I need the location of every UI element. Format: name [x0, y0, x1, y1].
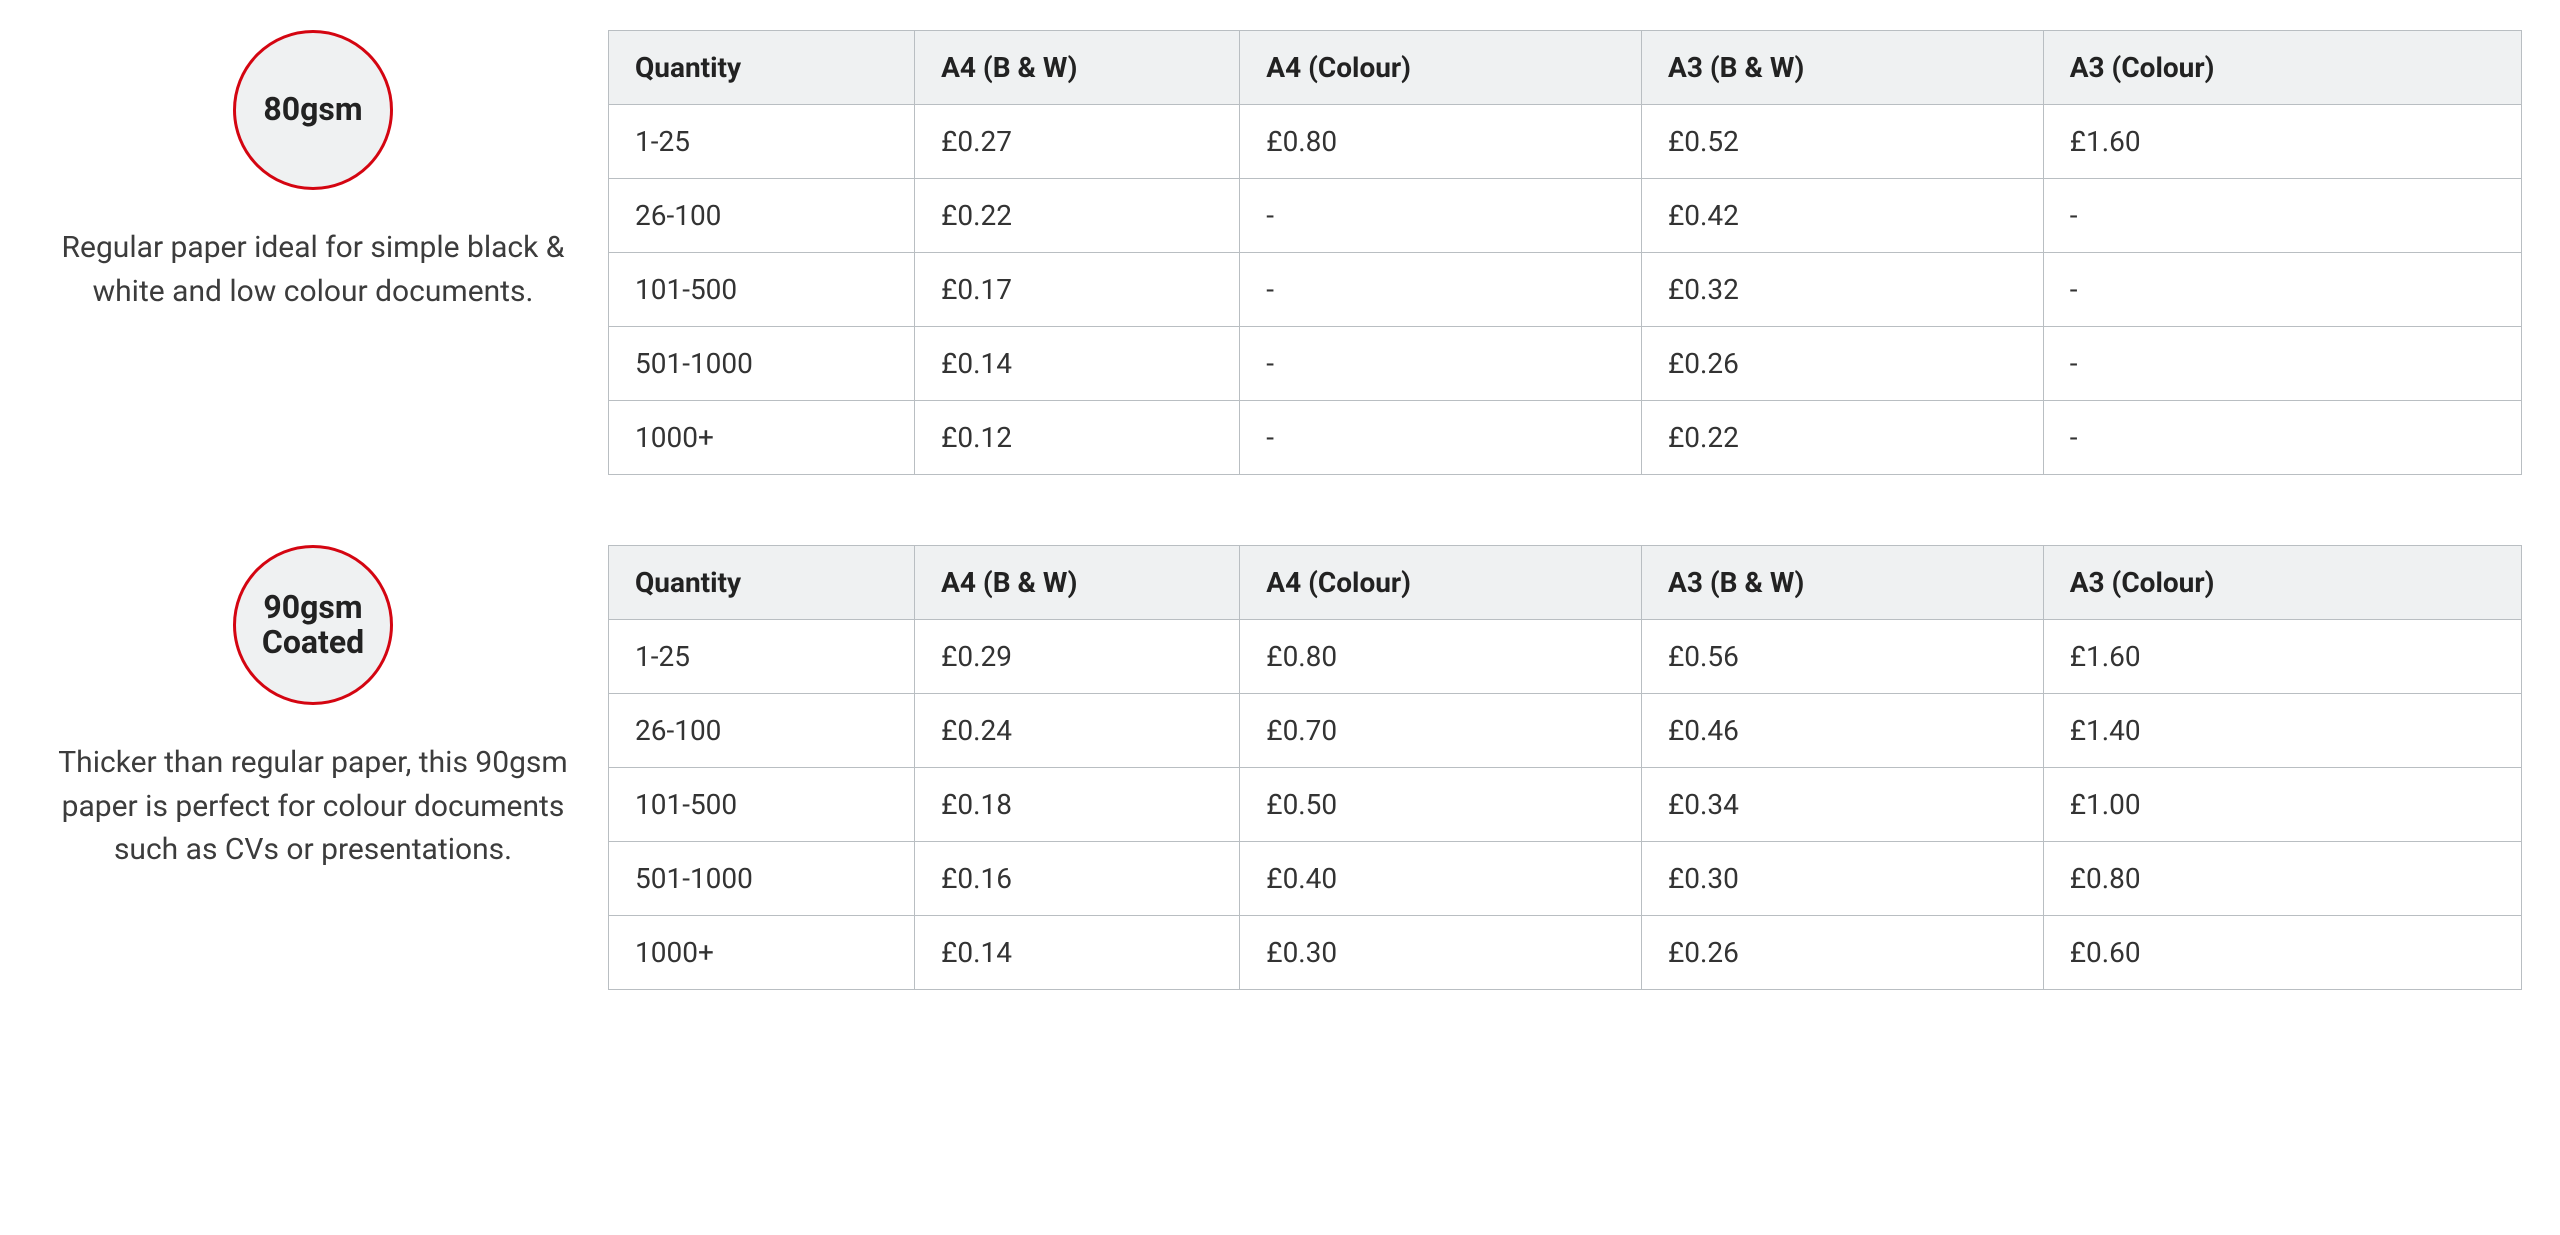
table-row: 101-500 £0.18 £0.50 £0.34 £1.00 — [609, 768, 2522, 842]
paper-description: Thicker than regular paper, this 90gsm p… — [58, 741, 568, 872]
cell-a4-colour: £0.80 — [1240, 105, 1642, 179]
table-row: 26-100 £0.22 - £0.42 - — [609, 179, 2522, 253]
cell-a3-bw: £0.46 — [1642, 694, 2044, 768]
table-row: 1-25 £0.29 £0.80 £0.56 £1.60 — [609, 620, 2522, 694]
cell-a4-bw: £0.14 — [915, 916, 1240, 990]
cell-a3-bw: £0.52 — [1642, 105, 2044, 179]
cell-a4-bw: £0.18 — [915, 768, 1240, 842]
paper-badge-label: 80gsm — [263, 92, 362, 127]
pricing-table-wrap: Quantity A4 (B & W) A4 (Colour) A3 (B & … — [608, 30, 2522, 475]
cell-a3-colour: - — [2043, 253, 2521, 327]
cell-a3-colour: £1.60 — [2043, 620, 2521, 694]
cell-a4-colour: - — [1240, 179, 1642, 253]
cell-a4-colour: - — [1240, 401, 1642, 475]
table-row: 1000+ £0.12 - £0.22 - — [609, 401, 2522, 475]
table-row: 26-100 £0.24 £0.70 £0.46 £1.40 — [609, 694, 2522, 768]
cell-a4-colour: - — [1240, 253, 1642, 327]
cell-quantity: 501-1000 — [609, 327, 915, 401]
cell-a4-bw: £0.24 — [915, 694, 1240, 768]
cell-quantity: 26-100 — [609, 694, 915, 768]
cell-a3-bw: £0.26 — [1642, 327, 2044, 401]
cell-a4-colour: - — [1240, 327, 1642, 401]
cell-a3-bw: £0.42 — [1642, 179, 2044, 253]
cell-a3-colour: £1.60 — [2043, 105, 2521, 179]
cell-a3-colour: - — [2043, 401, 2521, 475]
paper-badge: 90gsm Coated — [233, 545, 393, 705]
table-row: 501-1000 £0.16 £0.40 £0.30 £0.80 — [609, 842, 2522, 916]
paper-description: Regular paper ideal for simple black & w… — [58, 226, 568, 313]
pricing-table: Quantity A4 (B & W) A4 (Colour) A3 (B & … — [608, 545, 2522, 990]
col-a4-colour: A4 (Colour) — [1240, 31, 1642, 105]
col-quantity: Quantity — [609, 546, 915, 620]
paper-badge-label: 90gsm Coated — [246, 590, 380, 660]
table-row: 1-25 £0.27 £0.80 £0.52 £1.60 — [609, 105, 2522, 179]
cell-a3-colour: £0.60 — [2043, 916, 2521, 990]
col-a3-colour: A3 (Colour) — [2043, 546, 2521, 620]
col-a4-bw: A4 (B & W) — [915, 31, 1240, 105]
cell-a3-colour: - — [2043, 179, 2521, 253]
table-row: 501-1000 £0.14 - £0.26 - — [609, 327, 2522, 401]
col-a3-colour: A3 (Colour) — [2043, 31, 2521, 105]
pricing-section-90gsm: 90gsm Coated Thicker than regular paper,… — [38, 545, 2522, 990]
cell-a3-bw: £0.30 — [1642, 842, 2044, 916]
section-side: 80gsm Regular paper ideal for simple bla… — [38, 30, 608, 313]
cell-a4-colour: £0.40 — [1240, 842, 1642, 916]
cell-quantity: 26-100 — [609, 179, 915, 253]
cell-a4-colour: £0.80 — [1240, 620, 1642, 694]
cell-a4-bw: £0.22 — [915, 179, 1240, 253]
cell-a3-bw: £0.56 — [1642, 620, 2044, 694]
cell-a3-colour: - — [2043, 327, 2521, 401]
page: 80gsm Regular paper ideal for simple bla… — [0, 0, 2560, 1020]
cell-a3-colour: £1.40 — [2043, 694, 2521, 768]
cell-a3-colour: £1.00 — [2043, 768, 2521, 842]
pricing-table-wrap: Quantity A4 (B & W) A4 (Colour) A3 (B & … — [608, 545, 2522, 990]
cell-a3-bw: £0.26 — [1642, 916, 2044, 990]
pricing-section-80gsm: 80gsm Regular paper ideal for simple bla… — [38, 30, 2522, 475]
col-a4-bw: A4 (B & W) — [915, 546, 1240, 620]
cell-a4-bw: £0.14 — [915, 327, 1240, 401]
col-a3-bw: A3 (B & W) — [1642, 31, 2044, 105]
pricing-table: Quantity A4 (B & W) A4 (Colour) A3 (B & … — [608, 30, 2522, 475]
col-a3-bw: A3 (B & W) — [1642, 546, 2044, 620]
cell-a4-colour: £0.70 — [1240, 694, 1642, 768]
cell-quantity: 1000+ — [609, 401, 915, 475]
cell-quantity: 1-25 — [609, 620, 915, 694]
cell-a4-bw: £0.29 — [915, 620, 1240, 694]
table-header-row: Quantity A4 (B & W) A4 (Colour) A3 (B & … — [609, 546, 2522, 620]
cell-quantity: 501-1000 — [609, 842, 915, 916]
cell-quantity: 101-500 — [609, 768, 915, 842]
table-header-row: Quantity A4 (B & W) A4 (Colour) A3 (B & … — [609, 31, 2522, 105]
cell-a4-colour: £0.50 — [1240, 768, 1642, 842]
col-quantity: Quantity — [609, 31, 915, 105]
cell-a3-bw: £0.22 — [1642, 401, 2044, 475]
cell-a3-bw: £0.34 — [1642, 768, 2044, 842]
table-row: 1000+ £0.14 £0.30 £0.26 £0.60 — [609, 916, 2522, 990]
cell-quantity: 1000+ — [609, 916, 915, 990]
cell-a3-colour: £0.80 — [2043, 842, 2521, 916]
table-row: 101-500 £0.17 - £0.32 - — [609, 253, 2522, 327]
cell-a4-bw: £0.27 — [915, 105, 1240, 179]
cell-a4-bw: £0.17 — [915, 253, 1240, 327]
cell-a3-bw: £0.32 — [1642, 253, 2044, 327]
col-a4-colour: A4 (Colour) — [1240, 546, 1642, 620]
cell-quantity: 101-500 — [609, 253, 915, 327]
section-side: 90gsm Coated Thicker than regular paper,… — [38, 545, 608, 872]
paper-badge: 80gsm — [233, 30, 393, 190]
cell-a4-bw: £0.12 — [915, 401, 1240, 475]
cell-quantity: 1-25 — [609, 105, 915, 179]
cell-a4-bw: £0.16 — [915, 842, 1240, 916]
cell-a4-colour: £0.30 — [1240, 916, 1642, 990]
